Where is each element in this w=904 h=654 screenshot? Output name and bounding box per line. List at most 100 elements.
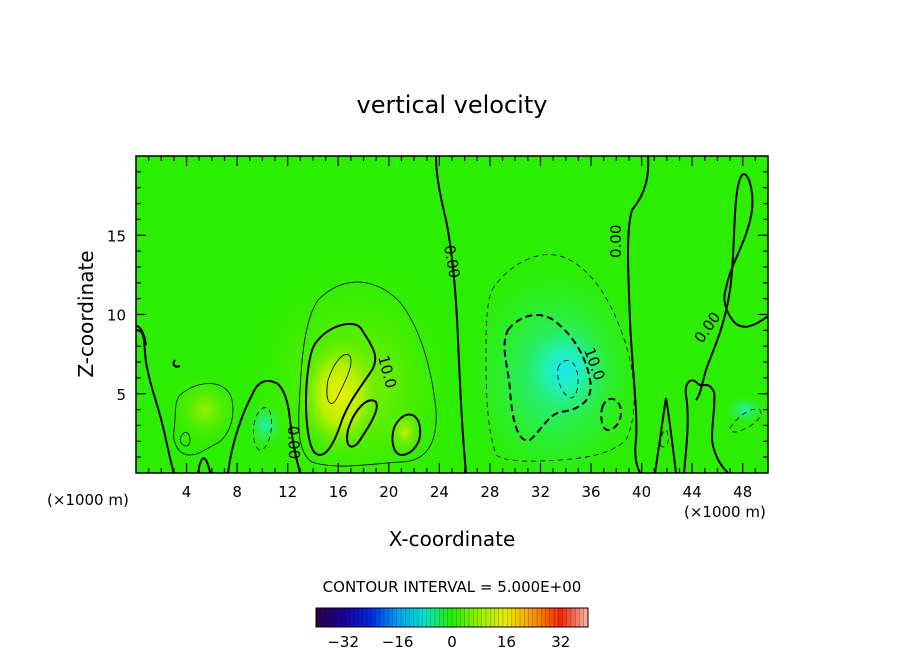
colorbar-cell <box>571 608 576 627</box>
colorbar-cell <box>477 608 483 627</box>
zero-contour <box>136 329 175 473</box>
colorbar-cell <box>350 608 355 627</box>
colorbar-cell <box>524 608 529 627</box>
colorbar-cell <box>324 608 330 627</box>
colorbar-cell <box>520 608 525 627</box>
zero-contour <box>227 379 301 473</box>
y-tick-label: 15 <box>107 227 126 245</box>
y-tick-label: 5 <box>116 386 126 404</box>
colorbar-ticks: −32 −16 0 16 32 <box>327 633 570 651</box>
zero-contour <box>172 359 181 368</box>
colorbar-cell <box>528 608 534 627</box>
contour-5 <box>173 383 234 456</box>
colorbar-tick-label: 32 <box>551 633 570 651</box>
colorbar-cell <box>464 608 470 627</box>
zero-contour <box>136 325 147 346</box>
colorbar-cell <box>515 608 521 627</box>
contour-neg-5 <box>659 429 669 448</box>
x-axis-title: X-coordinate <box>389 527 516 551</box>
colorbar-cell <box>401 608 406 627</box>
colorbar-cell <box>435 608 440 627</box>
contour-label: 0.00 <box>607 225 625 258</box>
colorbar-cell <box>384 608 389 627</box>
colorbar-cell <box>498 608 504 627</box>
chart-title: vertical velocity <box>357 91 548 119</box>
zero-contour <box>695 173 768 401</box>
x-tick-label: 40 <box>632 483 651 501</box>
contour-label: 0.00 <box>284 426 303 460</box>
x-tick-label: 48 <box>733 483 752 501</box>
colorbar-cell <box>537 608 542 627</box>
contour-10 <box>391 413 422 457</box>
contour-5 <box>179 432 191 447</box>
colorbar-cell <box>409 608 415 627</box>
contour-15 <box>326 354 352 404</box>
contour-lines <box>136 156 768 473</box>
y-axis-title: Z-coordinate <box>74 250 98 377</box>
colorbar-cell <box>413 608 419 627</box>
colorbar-cell <box>452 608 457 627</box>
colorbar-cell <box>439 608 444 627</box>
colorbar-cell <box>358 608 364 627</box>
colorbar-cell <box>456 608 461 627</box>
colorbar-cell <box>503 608 508 627</box>
colorbar-cell <box>566 608 572 627</box>
colorbar-cell <box>426 608 432 627</box>
colorbar-tick-label: −32 <box>327 633 359 651</box>
colorbar-cell <box>579 608 585 627</box>
zero-contour <box>654 397 677 473</box>
colorbar-cell <box>473 608 478 627</box>
colorbar-cell <box>494 608 500 627</box>
colorbar-cell <box>337 608 342 627</box>
x-tick-label: 28 <box>480 483 499 501</box>
colorbar-cell <box>460 608 466 627</box>
colorbar-cell <box>375 608 381 627</box>
contour-neg-15 <box>557 360 579 399</box>
y-axis: 5 10 15 <box>107 171 768 458</box>
field-blob <box>515 315 615 425</box>
contour-label: 0.00 <box>440 244 464 280</box>
x-unit-left: (×1000 m) <box>47 491 129 509</box>
colorbar-cell <box>532 608 538 627</box>
colorbar-cell <box>341 608 347 627</box>
colorbar-cell <box>490 608 495 627</box>
contour-neg-10 <box>600 397 622 432</box>
colorbar-cell <box>583 608 589 627</box>
colorbar-cell <box>345 608 351 627</box>
contour-interval-label: CONTOUR INTERVAL = 5.000E+00 <box>323 578 582 596</box>
colorbar-cell <box>354 608 359 627</box>
x-tick-label: 36 <box>581 483 600 501</box>
field-blob <box>723 395 767 425</box>
colorbar-cell <box>469 608 474 627</box>
colorbar-cell <box>320 608 325 627</box>
zero-contour <box>197 457 211 473</box>
contour-10 <box>305 322 377 456</box>
colorbar-cell <box>443 608 449 627</box>
contour-neg-5 <box>485 254 635 462</box>
contour-neg-5 <box>729 408 762 433</box>
colorbar-cell <box>396 608 402 627</box>
x-tick-label: 8 <box>232 483 242 501</box>
field-blob <box>295 330 385 460</box>
colorbar-tick-label: −16 <box>382 633 414 651</box>
colorbar-cell <box>367 608 372 627</box>
colorbar-cell <box>575 608 580 627</box>
colorbar-cell <box>511 608 517 627</box>
x-axis: 4 8 12 16 20 24 28 32 36 40 44 48 <box>148 156 756 501</box>
colorbar-frame <box>315 607 589 628</box>
contour-10 <box>346 399 378 448</box>
colorbar-cell <box>481 608 487 627</box>
colorbar-cell <box>545 608 551 627</box>
colorbar-cell <box>333 608 338 627</box>
colorbar-cell <box>328 608 334 627</box>
contour-5 <box>298 281 437 467</box>
colorbar-cell <box>549 608 555 627</box>
x-tick-label: 4 <box>182 483 192 501</box>
colorbar-cell <box>554 608 559 627</box>
colorbar-cell <box>562 608 568 627</box>
colorbar-cell <box>422 608 427 627</box>
x-tick-label: 20 <box>379 483 398 501</box>
colorbar-tick-label: 0 <box>447 633 457 651</box>
zero-contour <box>683 379 729 473</box>
